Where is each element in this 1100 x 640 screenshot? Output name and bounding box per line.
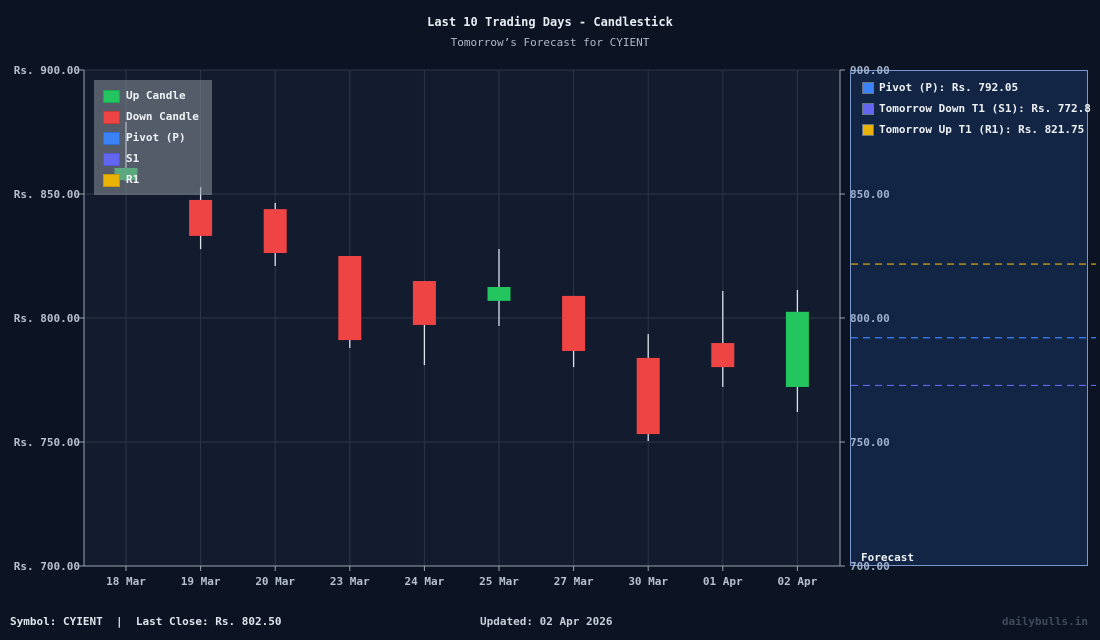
forecast-r1-label: Tomorrow Up T1 (R1): Rs. 821.75 <box>879 123 1085 136</box>
down-candle-swatch-icon <box>103 110 120 124</box>
footer-symbol-info: Symbol: CYIENT | Last Close: Rs. 802.50 <box>10 615 282 628</box>
footer-updated: Updated: 02 Apr 2026 <box>480 615 613 628</box>
y-tick-label-right: 900.00 <box>850 64 890 77</box>
forecast-label: Forecast <box>861 551 914 564</box>
legend-label: Pivot (P) <box>126 131 186 144</box>
x-tick-label: 25 Mar <box>479 575 519 588</box>
forecast-item-r1: Tomorrow Up T1 (R1): Rs. 821.75 <box>862 123 1084 136</box>
chart-title: Last 10 Trading Days - Candlestick <box>427 15 673 29</box>
pivot-swatch-icon <box>103 131 120 145</box>
footer-watermark: dailybulls.in <box>1001 615 1088 628</box>
x-tick-label: 20 Mar <box>255 575 295 588</box>
down-candle <box>189 199 213 236</box>
x-tick-label: 02 Apr <box>778 575 818 588</box>
legend-item-s1: S1 <box>103 152 139 166</box>
down-candle <box>412 281 436 325</box>
x-tick-label: 30 Mar <box>628 575 668 588</box>
y-tick-label-left: Rs. 700.00 <box>14 560 80 573</box>
down-candle <box>562 295 586 351</box>
legend-label: S1 <box>126 152 140 165</box>
chart-legend: Up Candle Down Candle Pivot (P) S1 R1 <box>94 80 212 195</box>
legend-item-down-candle: Down Candle <box>103 110 199 124</box>
y-tick-label-right: 750.00 <box>850 436 890 449</box>
up-candle-swatch-icon <box>103 89 120 103</box>
x-tick-label: 19 Mar <box>181 575 221 588</box>
legend-label: Up Candle <box>126 89 186 102</box>
x-tick-label: 01 Apr <box>703 575 743 588</box>
down-candle <box>711 343 735 368</box>
legend-label: Down Candle <box>126 110 199 123</box>
down-candle <box>263 209 287 254</box>
forecast-s1-label: Tomorrow Down T1 (S1): Rs. 772.8 <box>879 102 1091 115</box>
x-tick-label: 23 Mar <box>330 575 370 588</box>
y-tick-label-left: Rs. 850.00 <box>14 188 80 201</box>
up-candle <box>785 311 809 387</box>
r1-swatch-icon <box>103 173 120 187</box>
y-tick-label-left: Rs. 750.00 <box>14 436 80 449</box>
s1-swatch-icon <box>862 103 874 115</box>
x-tick-label: 24 Mar <box>405 575 445 588</box>
legend-label: R1 <box>126 173 140 186</box>
down-candle <box>338 256 362 341</box>
down-candle <box>636 357 660 435</box>
forecast-panel <box>850 70 1088 566</box>
up-candle <box>487 287 511 301</box>
chart-subtitle: Tomorrow’s Forecast for CYIENT <box>450 36 650 49</box>
y-tick-label-right: 850.00 <box>850 188 890 201</box>
r1-swatch-icon <box>862 124 874 136</box>
y-tick-label-right: 800.00 <box>850 312 890 325</box>
legend-item-up-candle: Up Candle <box>103 89 186 103</box>
y-tick-label-left: Rs. 900.00 <box>14 64 80 77</box>
forecast-item-pivot: Pivot (P): Rs. 792.05 <box>862 81 1018 94</box>
x-tick-label: 18 Mar <box>106 575 146 588</box>
y-tick-label-right: 700.00 <box>850 560 890 573</box>
legend-item-pivot: Pivot (P) <box>103 131 186 145</box>
x-tick-label: 27 Mar <box>554 575 594 588</box>
s1-swatch-icon <box>103 152 120 166</box>
forecast-item-s1: Tomorrow Down T1 (S1): Rs. 772.8 <box>862 102 1091 115</box>
y-tick-label-left: Rs. 800.00 <box>14 312 80 325</box>
legend-item-r1: R1 <box>103 173 139 187</box>
pivot-swatch-icon <box>862 82 874 94</box>
forecast-pivot-label: Pivot (P): Rs. 792.05 <box>879 81 1019 94</box>
